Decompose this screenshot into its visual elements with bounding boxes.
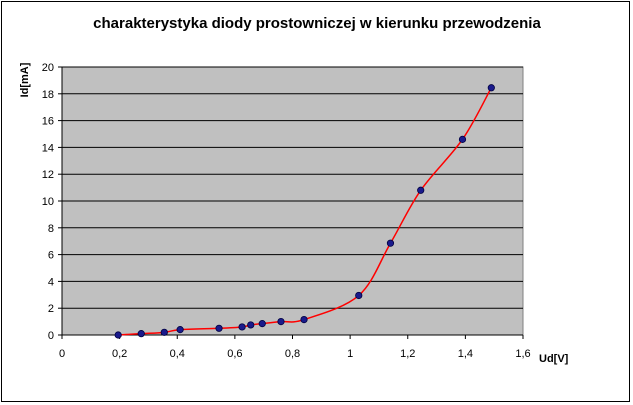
y-tick-label: 12 xyxy=(42,169,54,181)
chart-title: charakterystyka diody prostowniczej w ki… xyxy=(93,15,541,32)
x-tick-label: 1,4 xyxy=(458,348,473,360)
data-point xyxy=(238,323,246,331)
data-points xyxy=(114,84,495,339)
data-point xyxy=(114,331,122,339)
y-tick-label: 14 xyxy=(42,142,54,154)
x-tick-label: 0,4 xyxy=(170,348,185,360)
x-axis-ticks: 0 0,2 0,4 0,6 0,8 1 1,2 1,4 1,6 xyxy=(59,335,531,360)
x-tick-label: 1,2 xyxy=(400,348,415,360)
x-tick-label: 0,6 xyxy=(227,348,242,360)
data-point xyxy=(160,328,168,336)
grid-lines xyxy=(62,66,523,309)
y-tick-label: 4 xyxy=(48,276,54,288)
x-tick-label: 0,2 xyxy=(112,348,127,360)
data-point xyxy=(458,135,467,143)
data-point xyxy=(386,239,395,247)
data-point xyxy=(137,330,145,338)
y-tick-label: 6 xyxy=(48,250,54,262)
x-axis-label: Ud[V] xyxy=(539,353,569,365)
x-tick-label: 0 xyxy=(59,348,65,360)
y-axis-label: Id[mA] xyxy=(19,62,31,97)
data-point xyxy=(487,84,495,92)
data-point xyxy=(417,186,425,194)
x-tick-label: 1 xyxy=(347,348,353,360)
y-tick-label: 10 xyxy=(42,196,54,208)
data-point xyxy=(277,317,285,326)
y-tick-label: 20 xyxy=(42,62,54,74)
data-point xyxy=(300,315,308,324)
data-point xyxy=(247,321,255,329)
y-axis-ticks: 0 2 4 6 8 10 12 14 16 18 20 xyxy=(42,62,62,342)
data-point xyxy=(355,291,363,300)
data-point xyxy=(258,320,266,328)
y-tick-label: 18 xyxy=(42,89,54,101)
data-point xyxy=(176,326,184,334)
y-tick-label: 8 xyxy=(48,223,54,235)
x-tick-label: 0,8 xyxy=(285,348,300,360)
y-tick-label: 0 xyxy=(48,330,54,342)
y-tick-label: 2 xyxy=(48,303,54,315)
y-tick-label: 16 xyxy=(42,116,54,128)
x-tick-label: 1,6 xyxy=(515,348,530,360)
data-point xyxy=(215,324,223,332)
